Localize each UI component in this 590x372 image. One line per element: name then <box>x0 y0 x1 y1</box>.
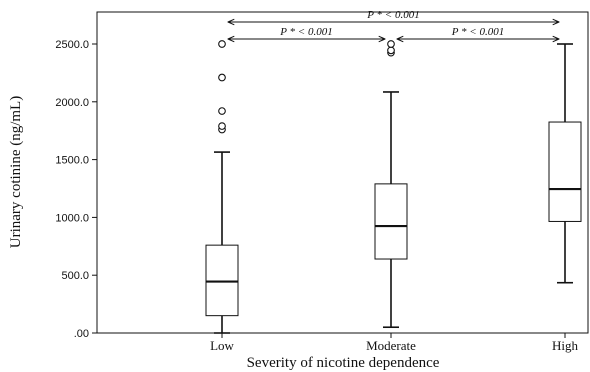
significance-label: P * < 0.001 <box>279 26 332 38</box>
y-tick-label: .00 <box>74 328 89 340</box>
y-tick-label: 2000.0 <box>55 97 89 109</box>
box-iqr <box>205 244 239 317</box>
y-tick-label: 2500.0 <box>55 39 89 51</box>
significance-label: P * < 0.001 <box>366 9 419 21</box>
significance-label: P * < 0.001 <box>451 26 504 38</box>
box-iqr <box>548 121 582 222</box>
outlier-point <box>387 46 395 55</box>
x-category-label: Low <box>210 338 234 353</box>
outlier-point <box>387 40 395 48</box>
outlier-point <box>218 40 226 48</box>
outlier-point <box>218 107 226 115</box>
plot-frame <box>96 11 589 334</box>
x-axis-title: Severity of nicotine dependence <box>247 355 440 371</box>
outlier-point <box>218 122 226 130</box>
outlier-point <box>218 73 226 82</box>
y-tick-label: 500.0 <box>61 270 89 282</box>
y-axis-title: Urinary cotinine (ng/mL) <box>8 96 24 248</box>
y-tick-label: 1000.0 <box>55 212 89 224</box>
x-category-label: Moderate <box>366 338 416 353</box>
x-category-label: High <box>552 338 579 353</box>
y-tick-label: 1500.0 <box>55 155 89 167</box>
box-iqr <box>374 183 408 260</box>
